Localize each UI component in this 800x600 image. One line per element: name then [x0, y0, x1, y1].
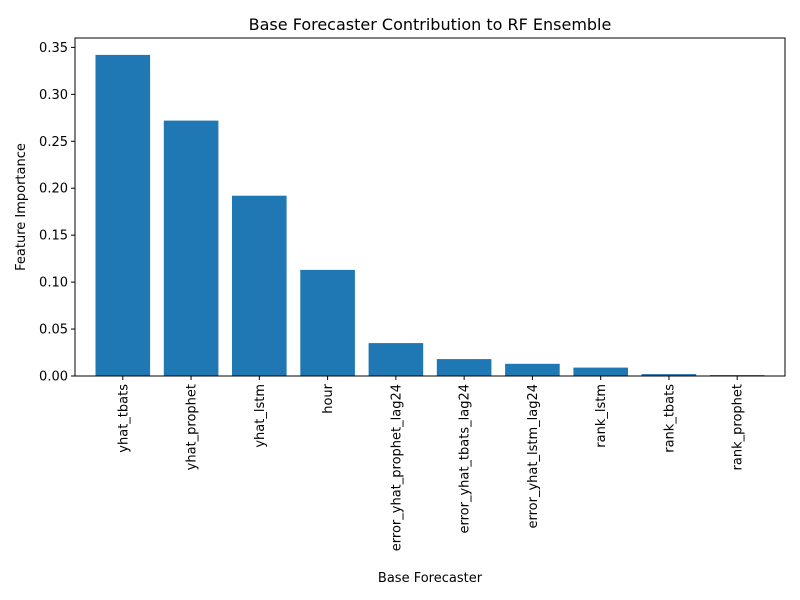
x-tick-label: yhat_prophet: [185, 384, 200, 470]
bar-yhat_lstm: [232, 195, 287, 376]
y-tick-label: 0.00: [39, 370, 68, 385]
x-axis: yhat_tbats yhat_prophet yhat_lstm hour error…: [116, 376, 746, 551]
x-tick-label: hour: [321, 383, 336, 413]
y-tick-label: 0.20: [39, 182, 68, 197]
x-tick-label: yhat_lstm: [253, 384, 268, 448]
bar-yhat_tbats: [95, 54, 151, 377]
x-tick-label: rank_prophet: [731, 384, 746, 470]
bar-hour: [300, 269, 355, 376]
bar-error_yhat_lstm_lag24: [505, 363, 560, 376]
y-tick-label: 0.05: [39, 323, 68, 338]
y-axis: 0.00 0.05 0.10 0.15 0.20 0.25 0.30 0.35: [39, 41, 75, 385]
x-tick-label: error_yhat_lstm_lag24: [526, 384, 541, 529]
bars-group: [95, 54, 765, 377]
y-tick-label: 0.25: [39, 135, 68, 150]
y-tick-label: 0.30: [39, 88, 68, 103]
plot-frame: [74, 37, 786, 377]
y-tick-label: 0.35: [39, 41, 68, 56]
bar-error_yhat_prophet_lag24: [368, 343, 424, 376]
y-axis-label: Feature Importance: [14, 143, 29, 271]
bar-rank_lstm: [573, 367, 628, 376]
x-tick-label: rank_lstm: [594, 384, 609, 448]
bar-error_yhat_tbats_lag24: [436, 359, 492, 376]
x-tick-label: rank_tbats: [662, 384, 677, 453]
x-axis-label: Base Forecaster: [378, 571, 483, 586]
bar-yhat_prophet: [163, 120, 219, 376]
x-tick-label: yhat_tbats: [116, 384, 131, 453]
chart-title: Base Forecaster Contribution to RF Ensem…: [249, 15, 612, 34]
bar-rank_tbats: [641, 374, 697, 376]
x-tick-label: error_yhat_tbats_lag24: [458, 384, 473, 534]
y-tick-label: 0.10: [39, 276, 68, 291]
x-tick-label: error_yhat_prophet_lag24: [389, 384, 404, 551]
y-tick-label: 0.15: [39, 229, 68, 244]
